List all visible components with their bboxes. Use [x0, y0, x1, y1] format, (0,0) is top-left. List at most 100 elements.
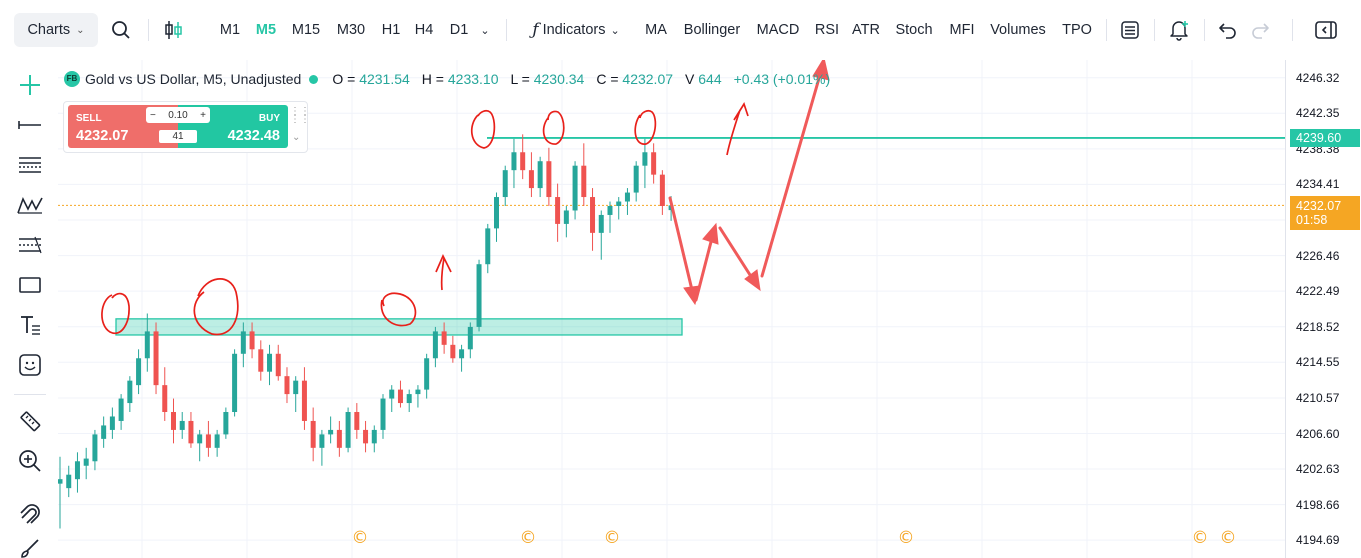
- fibonacci-lines-icon: [19, 157, 41, 173]
- volume-value: 644: [698, 71, 722, 87]
- economic-event-marker-icon[interactable]: ©: [1192, 528, 1209, 548]
- economic-event-marker-icon[interactable]: ©: [520, 528, 537, 548]
- toolbar-divider: [148, 19, 149, 41]
- candle-body-up: [136, 358, 142, 386]
- panel-collapse-button[interactable]: [1310, 13, 1342, 47]
- indicator-stoch[interactable]: Stoch: [895, 22, 933, 38]
- search-icon: [112, 21, 130, 39]
- zoom-in-icon: [19, 450, 41, 472]
- candle-body-up: [633, 165, 639, 193]
- economic-event-marker-icon[interactable]: ©: [1220, 528, 1237, 548]
- timeframe-d1[interactable]: D1: [449, 22, 469, 38]
- toolbar-divider: [1292, 19, 1293, 41]
- arrowhead: [744, 269, 761, 292]
- indicator-macd[interactable]: MACD: [756, 22, 800, 38]
- resistance-price-tag: 4239.60: [1290, 128, 1360, 147]
- price-tick-label: 4194.69: [1296, 533, 1340, 548]
- panel-collapse-icon: [1315, 21, 1337, 39]
- quantity-stepper[interactable]: − 0.10 +: [146, 107, 210, 123]
- indicator-mfi[interactable]: MFI: [949, 22, 975, 38]
- candle-body-up: [494, 197, 499, 229]
- timeframe-m5[interactable]: M5: [255, 22, 277, 38]
- search-button[interactable]: [106, 13, 136, 47]
- candle-body-down: [258, 349, 264, 372]
- crosshair-tool[interactable]: [12, 70, 48, 100]
- increase-quantity-button[interactable]: +: [200, 109, 206, 121]
- chart-legend: FB Gold vs US Dollar, M5, Unadjusted O =…: [64, 69, 830, 89]
- undo-button[interactable]: [1214, 13, 1242, 47]
- fib-tool[interactable]: [12, 150, 48, 180]
- economic-event-marker-icon[interactable]: ©: [898, 528, 915, 548]
- candle-body-down: [528, 170, 534, 189]
- circle-annotation-5: [542, 110, 565, 145]
- high-value: 4233.10: [447, 71, 499, 87]
- indicator-ma[interactable]: MA: [645, 22, 667, 38]
- indicator-volumes[interactable]: Volumes: [990, 22, 1046, 38]
- candle-body-up: [83, 458, 89, 466]
- candle-body-down: [170, 412, 176, 430]
- close-label: C =: [596, 71, 619, 87]
- emoji-tool[interactable]: [12, 350, 48, 380]
- timeframe-m1[interactable]: M1: [219, 22, 241, 38]
- candle-body-down: [188, 420, 194, 444]
- ruler-icon: [20, 411, 41, 432]
- chevron-down-icon[interactable]: ⌄: [292, 132, 301, 143]
- spread-value: 41: [159, 130, 197, 143]
- drag-handle-icon[interactable]: ⋮⋮ ⋮⋮: [290, 106, 310, 125]
- text-icon: [21, 316, 40, 335]
- parallel-channel-icon: [19, 236, 42, 254]
- economic-event-marker-icon[interactable]: ©: [352, 528, 369, 548]
- decrease-quantity-button[interactable]: −: [150, 109, 156, 121]
- candle-body-up: [563, 210, 569, 224]
- quantity-value: 0.10: [168, 109, 188, 121]
- timeframe-m30[interactable]: M30: [336, 22, 366, 38]
- timeframe-m15[interactable]: M15: [291, 22, 321, 38]
- economic-event-marker-icon[interactable]: ©: [604, 528, 621, 548]
- symbol-title[interactable]: Gold vs US Dollar, M5, Unadjusted: [85, 71, 302, 87]
- indicator-bollinger[interactable]: Bollinger: [683, 22, 741, 38]
- candle-body-up: [598, 214, 604, 233]
- candle-body-down: [441, 331, 447, 345]
- indicators-dropdown[interactable]: ƒ Indicators ⌄: [520, 13, 632, 47]
- trend-line-tool[interactable]: [12, 110, 48, 140]
- open-value: 4231.54: [359, 71, 410, 87]
- timeframe-more-chevron-icon[interactable]: ⌄: [480, 24, 490, 37]
- magnet-tool[interactable]: [12, 500, 48, 530]
- circle-annotation-1: [101, 292, 130, 335]
- open-label: O =: [332, 71, 356, 87]
- text-tool[interactable]: [12, 310, 48, 340]
- drawing-toolbar: [0, 60, 58, 558]
- chart-type-button[interactable]: [158, 13, 188, 47]
- candle-body-down: [546, 161, 552, 198]
- price-tick-label: 4202.63: [1296, 462, 1340, 477]
- candle-body-up: [214, 434, 220, 448]
- candle-body-up: [389, 389, 395, 399]
- circle-annotations: [101, 102, 749, 336]
- charts-dropdown[interactable]: Charts ⌄: [14, 13, 98, 47]
- chart-canvas[interactable]: © © © © © ©: [58, 60, 1285, 558]
- redo-button[interactable]: [1246, 13, 1274, 47]
- rectangle-tool[interactable]: [12, 270, 48, 300]
- low-value: 4230.34: [533, 71, 585, 87]
- measure-tool[interactable]: [12, 406, 48, 436]
- alerts-button[interactable]: [1164, 13, 1194, 47]
- circle-annotation-3: [380, 292, 417, 327]
- chevron-down-icon: ⌄: [76, 24, 85, 36]
- candle-body-up: [415, 389, 421, 395]
- indicator-rsi[interactable]: RSI: [814, 22, 840, 38]
- candle-body-down: [651, 152, 657, 175]
- channel-tool[interactable]: [12, 230, 48, 260]
- indicator-atr[interactable]: ATR: [852, 22, 880, 38]
- timeframe-h4[interactable]: H4: [414, 22, 434, 38]
- price-axis[interactable]: 4246.324242.354238.384234.414230.444226.…: [1285, 60, 1361, 558]
- pattern-tool[interactable]: [12, 190, 48, 220]
- price-tick-label: 4242.35: [1296, 106, 1340, 121]
- timeframe-h1[interactable]: H1: [381, 22, 401, 38]
- indicator-tpo[interactable]: TPO: [1062, 22, 1092, 38]
- candle-body-up: [537, 161, 543, 189]
- brush-tool[interactable]: [12, 538, 48, 558]
- templates-button[interactable]: [1116, 13, 1144, 47]
- candle-body-up: [459, 349, 465, 359]
- smiley-icon: [19, 354, 41, 376]
- zoom-tool[interactable]: [12, 446, 48, 476]
